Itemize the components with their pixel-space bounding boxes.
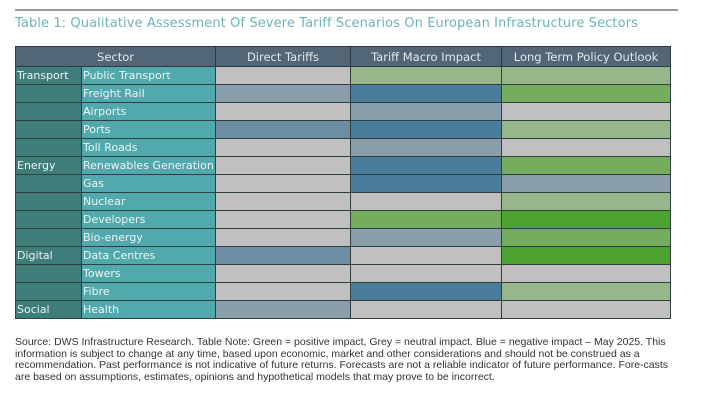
- direct-tariffs-cell: [215, 102, 352, 121]
- sector-name-cell: Toll Roads: [80, 138, 217, 157]
- long-term-policy-outlook-cell: [501, 138, 672, 157]
- top-divider: [15, 9, 678, 11]
- long-term-policy-outlook-cell: [501, 228, 672, 247]
- tariff-macro-impact-cell: [350, 84, 503, 103]
- table-row: Digital Data Centres: [15, 246, 672, 265]
- table-row: Developers: [15, 210, 672, 229]
- header-sector: Sector: [14, 46, 217, 67]
- table-row: Freight Rail: [15, 84, 672, 103]
- long-term-policy-outlook-cell: [501, 66, 672, 85]
- direct-tariffs-cell: [215, 66, 352, 85]
- tariff-macro-impact-cell: [350, 282, 503, 301]
- sector-name-cell: Renewables Generation: [80, 156, 217, 175]
- direct-tariffs-cell: [215, 120, 352, 139]
- header-tariff-macro-impact: Tariff Macro Impact: [350, 46, 503, 67]
- direct-tariffs-cell: [215, 282, 352, 301]
- tariff-macro-impact-cell: [350, 138, 503, 157]
- long-term-policy-outlook-cell: [501, 264, 672, 283]
- table-title: Table 1: Qualitative Assessment Of Sever…: [15, 16, 639, 31]
- direct-tariffs-cell: [215, 264, 352, 283]
- sector-name-cell: Gas: [80, 174, 217, 193]
- sector-name-cell: Health: [80, 300, 217, 319]
- tariff-macro-impact-cell: [350, 210, 503, 229]
- tariff-macro-impact-cell: [350, 246, 503, 265]
- tariff-macro-impact-cell: [350, 192, 503, 211]
- table-row: Toll Roads: [15, 138, 672, 157]
- header-row: Sector Direct Tariffs Tariff Macro Impac…: [14, 46, 672, 67]
- sector-name-cell: Nuclear: [80, 192, 217, 211]
- sector-group-cell: [15, 228, 82, 247]
- sector-group-cell: [15, 264, 82, 283]
- source-note: Source: DWS Infrastructure Research. Tab…: [15, 336, 669, 383]
- table-row: Transport Public Transport: [15, 66, 672, 85]
- tariff-macro-impact-cell: [350, 264, 503, 283]
- sector-group-cell: [15, 174, 82, 193]
- sector-group-cell: Social: [15, 300, 82, 319]
- sector-name-cell: Freight Rail: [80, 84, 217, 103]
- sector-name-cell: Public Transport: [80, 66, 217, 85]
- sector-group-cell: [15, 282, 82, 301]
- long-term-policy-outlook-cell: [501, 120, 672, 139]
- long-term-policy-outlook-cell: [501, 156, 672, 175]
- sector-group-cell: Digital: [15, 246, 82, 265]
- direct-tariffs-cell: [215, 228, 352, 247]
- table-row: Towers: [15, 264, 672, 283]
- sector-group-cell: [15, 192, 82, 211]
- direct-tariffs-cell: [215, 174, 352, 193]
- direct-tariffs-cell: [215, 192, 352, 211]
- table-row: Bio-energy: [15, 228, 672, 247]
- sector-group-cell: [15, 84, 82, 103]
- tariff-macro-impact-cell: [350, 156, 503, 175]
- sector-group-cell: Transport: [15, 66, 82, 85]
- table-row: Nuclear: [15, 192, 672, 211]
- table-row: Fibre: [15, 282, 672, 301]
- tariff-macro-impact-cell: [350, 300, 503, 319]
- sector-name-cell: Fibre: [80, 282, 217, 301]
- sector-group-cell: [15, 138, 82, 157]
- sector-group-cell: Energy: [15, 156, 82, 175]
- sector-name-cell: Towers: [80, 264, 217, 283]
- long-term-policy-outlook-cell: [501, 192, 672, 211]
- direct-tariffs-cell: [215, 156, 352, 175]
- tariff-macro-impact-cell: [350, 102, 503, 121]
- long-term-policy-outlook-cell: [501, 174, 672, 193]
- long-term-policy-outlook-cell: [501, 282, 672, 301]
- table-row: Airports: [15, 102, 672, 121]
- sector-name-cell: Bio-energy: [80, 228, 217, 247]
- sector-name-cell: Data Centres: [80, 246, 217, 265]
- direct-tariffs-cell: [215, 138, 352, 157]
- table-row: Ports: [15, 120, 672, 139]
- sector-group-cell: [15, 210, 82, 229]
- long-term-policy-outlook-cell: [501, 300, 672, 319]
- tariff-macro-impact-cell: [350, 174, 503, 193]
- long-term-policy-outlook-cell: [501, 246, 672, 265]
- long-term-policy-outlook-cell: [501, 102, 672, 121]
- sector-name-cell: Airports: [80, 102, 217, 121]
- tariff-macro-impact-cell: [350, 120, 503, 139]
- long-term-policy-outlook-cell: [501, 210, 672, 229]
- header-direct-tariffs: Direct Tariffs: [215, 46, 352, 67]
- sector-group-cell: [15, 102, 82, 121]
- table-row: Gas: [15, 174, 672, 193]
- sector-group-cell: [15, 120, 82, 139]
- sector-name-cell: Developers: [80, 210, 217, 229]
- tariff-macro-impact-cell: [350, 228, 503, 247]
- direct-tariffs-cell: [215, 84, 352, 103]
- direct-tariffs-cell: [215, 210, 352, 229]
- table-row: Social Health: [15, 300, 672, 319]
- long-term-policy-outlook-cell: [501, 84, 672, 103]
- tariff-macro-impact-cell: [350, 66, 503, 85]
- assessment-table: Sector Direct Tariffs Tariff Macro Impac…: [14, 46, 672, 319]
- header-long-term-policy-outlook: Long Term Policy Outlook: [501, 46, 672, 67]
- table-row: Energy Renewables Generation: [15, 156, 672, 175]
- direct-tariffs-cell: [215, 300, 352, 319]
- sector-name-cell: Ports: [80, 120, 217, 139]
- direct-tariffs-cell: [215, 246, 352, 265]
